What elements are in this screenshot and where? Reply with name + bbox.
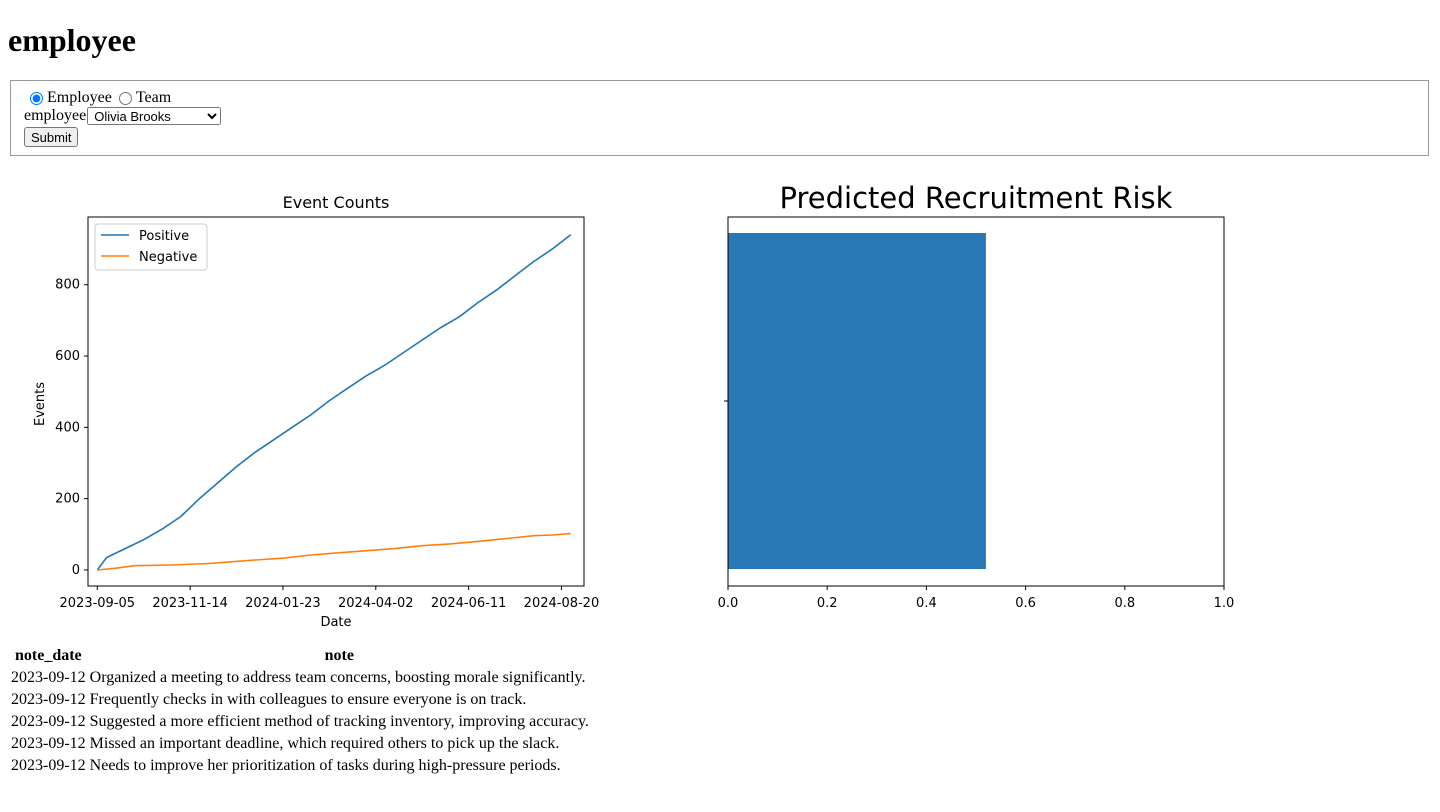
series-line-positive (96, 234, 572, 571)
x-tick-label: 1.0 (1214, 596, 1235, 611)
plot-frame (87, 216, 585, 587)
x-tick-label: 0.4 (916, 596, 937, 611)
employee-radio[interactable] (30, 91, 43, 105)
x-tick-label: 2024-04-02 (338, 596, 414, 611)
note-date-cell: 2023-09-12 (11, 735, 86, 752)
y-tick-label: 800 (55, 278, 80, 293)
table-row: 2023-09-12 Suggested a more efficient me… (10, 712, 590, 732)
x-tick-label: 2023-09-05 (60, 596, 136, 611)
x-axis-label: Date (320, 615, 351, 630)
employee-radio-label[interactable]: Employee (47, 89, 112, 106)
x-tick-label: 2024-06-11 (431, 596, 507, 611)
x-tick-label: 0.6 (1015, 596, 1036, 611)
note-date-cell: 2023-09-12 (11, 713, 86, 730)
team-radio-label[interactable]: Team (135, 89, 172, 106)
column-header-note: note (324, 647, 354, 664)
note-cell: Organized a meeting to address team conc… (89, 669, 586, 686)
recruitment-risk-chart: Predicted Recruitment Risk 0.0 0.2 0.4 0.6 0… (718, 181, 1235, 611)
risk-bar (728, 233, 986, 569)
note-date-cell: 2023-09-12 (11, 691, 86, 708)
employee-select-row: employee Olivia Brooks (24, 107, 222, 125)
table-row: 2023-09-12 Needs to improve her prioriti… (10, 756, 590, 776)
employee-select-label: employee (24, 107, 87, 124)
y-tick-label: 400 (55, 420, 80, 435)
notes-table: note_date note 2023-09-12 Organized a me… (8, 644, 592, 778)
table-row: 2023-09-12 Frequently checks in with col… (10, 690, 590, 710)
page-title: employee (8, 22, 136, 58)
y-tick-label: 0 (72, 563, 80, 578)
y-tick-label: 600 (55, 349, 80, 364)
table-row: 2023-09-12 Missed an important deadline,… (10, 734, 590, 754)
series-line-negative (97, 532, 571, 571)
y-axis-label: Events (33, 382, 48, 426)
table-row: 2023-09-12 Organized a meeting to addres… (10, 668, 590, 688)
mode-radio-group: Employee Team (27, 89, 175, 107)
x-tick-label: 0.0 (718, 596, 739, 611)
submit-button[interactable]: Submit (24, 127, 79, 147)
chart-legend: Positive Negative (94, 223, 208, 271)
chart-title: Event Counts (283, 193, 390, 212)
x-tick-label: 2023-11-14 (152, 596, 228, 611)
note-cell: Frequently checks in with colleagues to … (89, 691, 527, 708)
note-cell: Suggested a more efficient method of tra… (89, 713, 589, 730)
event-counts-chart: Event Counts Date Events 0 200 400 600 800 20… (33, 193, 600, 630)
x-tick-label: 2024-01-23 (245, 596, 321, 611)
legend-entry: Negative (139, 250, 197, 265)
y-tick-label: 200 (55, 492, 80, 507)
employee-select[interactable]: Olivia Brooks (87, 107, 222, 125)
x-tick-label: 0.8 (1114, 596, 1135, 611)
note-date-cell: 2023-09-12 (11, 757, 86, 774)
column-header-note-date: note_date (15, 647, 82, 664)
note-cell: Missed an important deadline, which requ… (89, 735, 560, 752)
x-tick-label: 0.2 (817, 596, 838, 611)
filter-form: Employee Team employee Olivia Brooks Sub… (10, 80, 1429, 156)
chart-title: Predicted Recruitment Risk (780, 181, 1173, 215)
note-cell: Needs to improve her prioritization of t… (89, 757, 561, 774)
table-header-row: note_date note (10, 646, 590, 666)
x-tick-label: 2024-08-20 (524, 596, 600, 611)
team-radio[interactable] (118, 91, 132, 105)
note-date-cell: 2023-09-12 (11, 669, 86, 686)
legend-entry: Positive (139, 229, 189, 244)
